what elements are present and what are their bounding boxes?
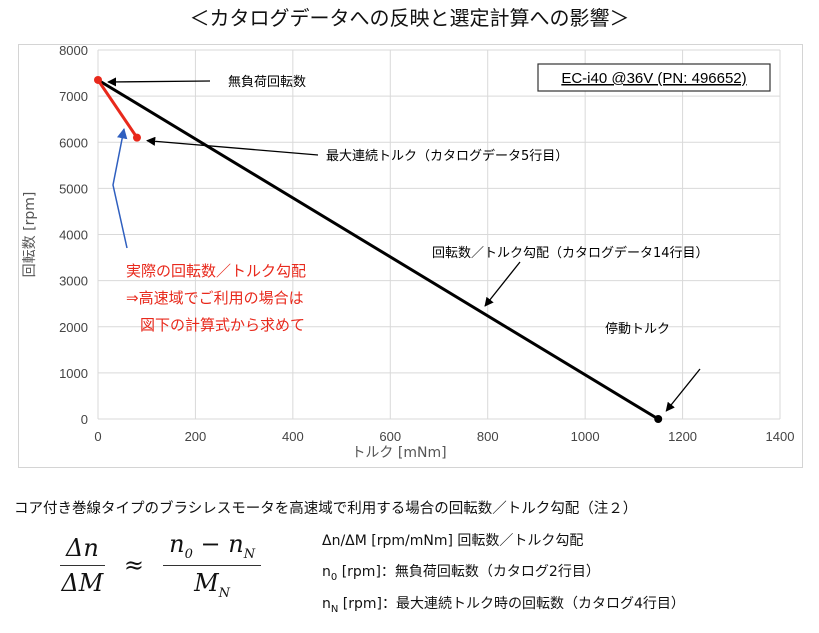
minus-sign: − (192, 530, 229, 558)
page-title: ＜カタログデータへの反映と選定計算への影響＞ (189, 6, 630, 30)
x-tick-label: 600 (379, 429, 401, 444)
actual-gradient-line (96, 78, 139, 140)
formula-left-fraction: Δn ΔM (60, 534, 105, 597)
actual-gradient-note: ⇒高速域でご利用の場合は (126, 289, 304, 307)
info-box-label: EC-i40 @36V (PN: 496652) (561, 70, 746, 87)
actual-gradient-note: 図下の計算式から求めて (140, 316, 305, 334)
max-torque-arrow (146, 136, 319, 156)
speed-torque-line (96, 78, 660, 421)
x-tick-label: 400 (282, 429, 304, 444)
definition-symbol: n (322, 595, 331, 612)
MN-subscript: N (218, 585, 231, 601)
nN-subscript: N (243, 546, 256, 562)
max-torque-label: 最大連続トルク（カタログデータ5行目） (326, 148, 568, 164)
x-tick-label: 200 (185, 429, 207, 444)
gradient-formula: Δn ΔM ≈ n0 − nN MN (60, 530, 262, 601)
formula-approx: ≈ (123, 551, 144, 580)
y-tick-label: 6000 (59, 135, 88, 150)
stall-arrow (665, 368, 701, 412)
x-tick-label: 1200 (668, 429, 697, 444)
formula-den-right: MN (163, 566, 261, 601)
formula-num-right: n0 − nN (163, 530, 262, 566)
definition-nominal-speed: nN [rpm]：最大連続トルク時の回転数（カタログ4行目） (322, 591, 685, 623)
footnote: コア付き巻線タイプのブラシレスモータを高速域で利用する場合の回転数／トルク勾配（… (14, 501, 638, 517)
y-tick-label: 3000 (59, 274, 88, 289)
y-tick-label: 4000 (59, 228, 88, 243)
y-tick-label: 7000 (59, 89, 88, 104)
x-tick-label: 1400 (766, 429, 795, 444)
definition-desc: 最大連続トルク時の回転数（カタログ4行目） (396, 595, 685, 612)
definition-no-load-speed: n0 [rpm]：無負荷回転数（カタログ2行目） (322, 559, 685, 591)
definition-unit: [rpm]： (338, 595, 397, 612)
x-tick-label: 0 (94, 429, 101, 444)
stall-label: 停動トルク (605, 321, 670, 337)
definition-desc: 無負荷回転数（カタログ2行目） (394, 563, 600, 580)
definition-symbol: Δn/ΔM (322, 533, 367, 549)
no-load-arrow (107, 77, 211, 87)
y-tick-label: 8000 (59, 43, 88, 58)
x-tick-label: 800 (477, 429, 499, 444)
definitions-list: Δn/ΔM [rpm/mNm] 回転数／トルク勾配 n0 [rpm]：無負荷回転… (322, 528, 685, 622)
data-point (654, 415, 663, 423)
formula-right-fraction: n0 − nN MN (163, 530, 262, 601)
info-box (537, 63, 771, 92)
n0-subscript: 0 (184, 546, 193, 562)
nN-symbol: n (228, 530, 244, 558)
definition-unit: [rpm/mNm] (366, 533, 458, 549)
data-point (132, 133, 141, 142)
definition-gradient: Δn/ΔM [rpm/mNm] 回転数／トルク勾配 (322, 528, 685, 559)
gradient-arrow (484, 261, 521, 307)
MN-symbol: M (194, 568, 219, 597)
y-axis-label: 回転数 [rpm] (22, 192, 38, 278)
gradient-label: 回転数／トルク勾配（カタログデータ14行目） (432, 245, 709, 261)
data-point (94, 75, 102, 84)
speed-torque-chart: EC-i40 @36V (PN: 496652) 無負荷回転数最大連続トルク（カタ… (22, 43, 795, 461)
y-tick-label: 2000 (59, 320, 88, 335)
x-tick-label: 1000 (571, 429, 600, 444)
actual-gradient-note: 実際の回転数／トルク勾配 (126, 262, 306, 280)
formula-num-left: Δn (60, 534, 105, 566)
chart-frame (18, 44, 803, 468)
n0-symbol: n (169, 530, 185, 558)
definition-symbol: n (322, 563, 331, 580)
y-tick-label: 0 (81, 412, 88, 427)
definition-subscript: N (330, 603, 339, 615)
definition-unit: [rpm]： (337, 563, 395, 580)
formula-den-left: ΔM (61, 568, 104, 597)
actual-gradient-arrow (112, 127, 128, 249)
x-axis-label: トルク [mNm] (351, 445, 446, 461)
y-tick-label: 5000 (59, 181, 88, 196)
definition-subscript: 0 (330, 571, 338, 583)
definition-desc: 回転数／トルク勾配 (457, 533, 584, 549)
no-load-label: 無負荷回転数 (228, 75, 306, 90)
y-tick-label: 1000 (59, 366, 88, 381)
